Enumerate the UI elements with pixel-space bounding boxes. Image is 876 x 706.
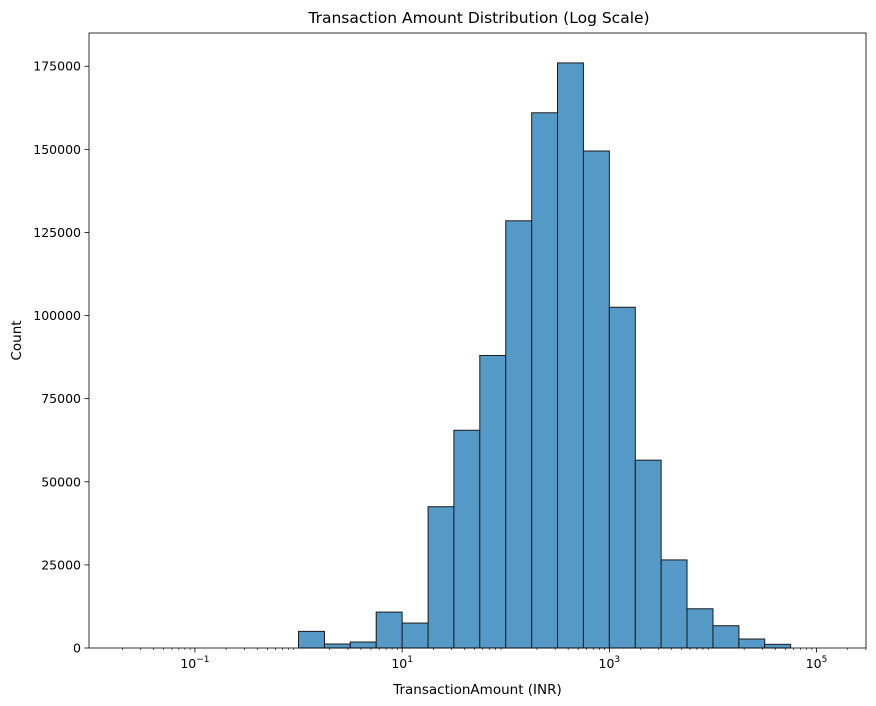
histogram-bar — [375, 611, 403, 649]
histogram-bar — [531, 112, 559, 649]
histogram-bar — [479, 354, 507, 649]
x-axis-ticks: 10−1 101 103 105 — [122, 648, 867, 671]
histogram-bar — [401, 622, 429, 649]
x-tick-label: 105 — [806, 655, 828, 671]
histogram-bar — [634, 459, 662, 649]
histogram-bar — [738, 638, 766, 649]
plot-frame — [88, 32, 867, 649]
y-tick-label: 150000 — [33, 142, 81, 157]
histogram-bar — [349, 641, 377, 649]
chart-title: Transaction Amount Distribution (Log Sca… — [307, 9, 649, 27]
histogram-bar — [608, 306, 636, 649]
y-axis-label: Count — [9, 320, 25, 360]
x-tick-label: 10−1 — [180, 655, 209, 671]
histogram-bar — [453, 429, 481, 649]
histogram-bar — [557, 62, 584, 649]
histogram-bar — [505, 220, 533, 649]
histogram-bar — [764, 643, 792, 649]
y-tick-label: 0 — [73, 641, 81, 656]
x-axis-label: TransactionAmount (INR) — [392, 682, 562, 698]
y-tick-label: 50000 — [41, 474, 81, 489]
y-tick-label: 175000 — [33, 59, 81, 74]
histogram-bar — [323, 643, 351, 649]
histogram-bar — [660, 559, 688, 649]
histogram-bar — [582, 150, 610, 649]
histogram-bar — [712, 625, 740, 649]
x-tick-label: 101 — [391, 655, 413, 671]
histogram-bar — [427, 506, 455, 649]
y-tick-label: 75000 — [41, 391, 81, 406]
histogram-bar — [298, 630, 325, 649]
histogram-bar — [686, 608, 714, 649]
y-tick-label: 125000 — [33, 225, 81, 240]
y-tick-label: 100000 — [33, 308, 81, 323]
y-axis-ticks: 0 25000 50000 75000 100000 125000 150000 175000 — [33, 59, 89, 656]
x-tick-label: 103 — [599, 655, 621, 671]
bars-group — [298, 62, 792, 649]
y-tick-label: 25000 — [41, 557, 81, 572]
